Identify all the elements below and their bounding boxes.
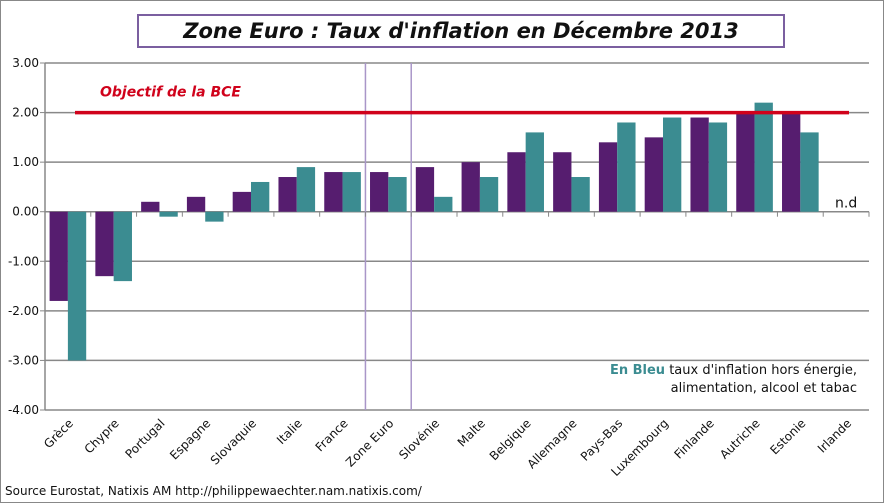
note-line1: taux d'inflation hors énergie, bbox=[665, 363, 857, 378]
x-tick-label: Grèce bbox=[41, 416, 76, 451]
bar-core bbox=[159, 211, 178, 217]
bar-headline bbox=[186, 196, 206, 212]
bar-headline bbox=[49, 211, 68, 301]
bar-headline bbox=[370, 172, 389, 212]
x-tick-label: Slovaquie bbox=[208, 416, 259, 467]
x-tick-label: Portugal bbox=[123, 416, 168, 461]
bar-core bbox=[434, 196, 453, 212]
x-tick-label: Pays-Bas bbox=[578, 416, 625, 463]
bar-core bbox=[479, 177, 499, 212]
source-text: Source Eurostat, Natixis AM http://phili… bbox=[5, 484, 422, 498]
bar-core bbox=[205, 211, 224, 222]
x-tick-label: Autriche bbox=[717, 416, 763, 462]
bar-core bbox=[342, 172, 361, 212]
note-bold: En Bleu bbox=[609, 363, 666, 378]
bar-headline bbox=[95, 211, 114, 277]
bar-headline bbox=[141, 201, 160, 212]
y-tick-label: 2.00 bbox=[12, 106, 39, 120]
y-tick-label: 0.00 bbox=[12, 205, 39, 219]
y-tick-label: -2.00 bbox=[8, 304, 39, 318]
bar-core bbox=[67, 211, 87, 361]
y-tick-label: -1.00 bbox=[8, 254, 39, 268]
x-tick-label: Estonie bbox=[767, 416, 808, 457]
bar-core bbox=[800, 132, 819, 212]
bar-core bbox=[754, 102, 773, 212]
bar-headline bbox=[690, 117, 709, 212]
bar-headline bbox=[598, 142, 618, 212]
chart-title: Zone Euro : Taux d'inflation en Décembre… bbox=[137, 14, 785, 48]
x-tick-label: France bbox=[313, 416, 351, 454]
x-tick-label: Finlande bbox=[671, 416, 716, 461]
bar-headline bbox=[782, 112, 801, 212]
x-tick-label: Slovénie bbox=[396, 416, 442, 462]
x-tick-label: Malte bbox=[455, 416, 488, 449]
target-line-label: Objectif de la BCE bbox=[100, 85, 241, 101]
bar-headline bbox=[461, 162, 480, 212]
bar-core bbox=[296, 167, 316, 212]
bar-headline bbox=[507, 152, 526, 212]
bar-core bbox=[113, 211, 132, 282]
na-label: n.d bbox=[835, 196, 857, 212]
bar-core bbox=[617, 122, 636, 212]
x-tick-label: Irlande bbox=[815, 416, 854, 455]
y-tick-label: -3.00 bbox=[8, 353, 39, 367]
y-tick-label: 3.00 bbox=[12, 56, 39, 70]
chart-note: En Bleu taux d'inflation hors énergie, al… bbox=[610, 362, 857, 398]
note-line2: alimentation, alcool et tabac bbox=[670, 381, 857, 396]
bar-headline bbox=[324, 172, 343, 212]
bar-headline bbox=[644, 137, 663, 212]
x-tick-label: Allemagne bbox=[524, 416, 579, 471]
x-tick-label: Belgique bbox=[487, 416, 534, 463]
y-tick-label: 1.00 bbox=[12, 155, 39, 169]
bar-headline bbox=[232, 191, 251, 212]
y-tick-label: -4.00 bbox=[8, 403, 39, 417]
bar-core bbox=[525, 132, 544, 212]
x-tick-label: Espagne bbox=[167, 416, 213, 462]
bar-headline bbox=[736, 112, 755, 212]
x-tick-label: Italie bbox=[274, 416, 305, 447]
bar-core bbox=[571, 177, 590, 212]
bar-headline bbox=[415, 167, 435, 212]
bar-headline bbox=[278, 177, 297, 212]
bar-core bbox=[388, 177, 407, 212]
x-tick-label: Zone Euro bbox=[343, 416, 396, 469]
bar-core bbox=[251, 181, 270, 212]
x-tick-label: Chypre bbox=[82, 416, 122, 456]
bar-headline bbox=[553, 152, 572, 212]
bar-core bbox=[708, 122, 728, 212]
bar-core bbox=[663, 117, 682, 212]
